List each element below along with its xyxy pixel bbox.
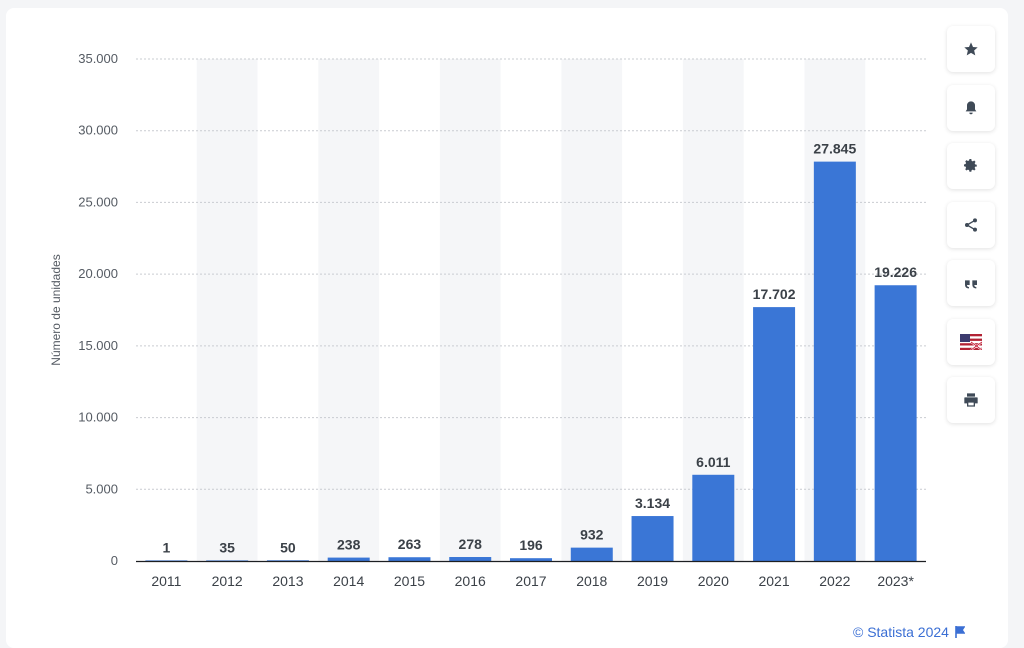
data-label: 3.134 [635, 495, 670, 511]
y-tick-label: 5.000 [85, 481, 118, 496]
bar [206, 560, 249, 561]
data-label: 6.011 [696, 454, 730, 470]
bar [510, 558, 552, 561]
y-tick-label: 25.000 [78, 194, 118, 209]
x-tick-label: 2014 [333, 573, 364, 589]
bar [874, 285, 917, 561]
data-label: 278 [459, 536, 483, 552]
bar [753, 307, 796, 561]
data-label: 19.226 [874, 264, 917, 280]
star-icon [964, 42, 978, 56]
quote-icon [965, 280, 977, 289]
x-tick-label: 2012 [212, 573, 243, 589]
bar [449, 557, 492, 561]
x-tick-label: 2013 [272, 573, 303, 589]
language-button[interactable] [947, 318, 995, 365]
chart-card: 0 5.000 10.000 15.000 20.000 25.000 30.000 35.0… [6, 8, 1008, 648]
data-label: 238 [337, 537, 361, 553]
x-tick-label: 2020 [698, 573, 729, 589]
x-tick-label: 2017 [515, 573, 546, 589]
settings-button[interactable] [947, 143, 995, 189]
bar [327, 557, 370, 561]
y-axis-title: Número de unidades [49, 254, 63, 365]
chart-toolbar [947, 26, 997, 436]
x-tick-label: 2016 [455, 573, 486, 589]
data-label: 196 [519, 537, 543, 553]
data-label: 932 [580, 527, 604, 543]
bar [813, 161, 856, 561]
gear-icon [963, 158, 977, 172]
bar-chart: 0 5.000 10.000 15.000 20.000 25.000 30.000 35.0… [49, 51, 926, 589]
x-tick-label: 2021 [758, 573, 789, 589]
x-tick-label: 2019 [637, 573, 668, 589]
bar [388, 557, 431, 561]
column-band [561, 59, 623, 561]
notification-button[interactable] [947, 84, 995, 131]
data-label: 263 [398, 536, 422, 552]
print-button[interactable] [947, 377, 995, 423]
print-icon [964, 393, 978, 407]
y-tick-label: 15.000 [78, 338, 118, 353]
bell-icon [965, 100, 977, 114]
x-tick-label: 2015 [394, 573, 425, 589]
statista-credit-link[interactable]: © Statista 2024 [853, 624, 965, 640]
bar [692, 474, 735, 561]
column-band [196, 59, 258, 561]
y-tick-label: 20.000 [78, 266, 118, 281]
bar [266, 560, 309, 561]
flag-icon [960, 333, 982, 350]
bar [631, 516, 674, 561]
data-label: 1 [162, 539, 170, 555]
y-tick-label: 10.000 [78, 410, 118, 425]
cite-button[interactable] [947, 260, 995, 306]
data-label: 35 [219, 539, 235, 555]
bar [570, 547, 613, 561]
column-band [439, 59, 501, 561]
data-label: 17.702 [753, 286, 796, 302]
credit-text: © Statista 2024 [853, 624, 949, 640]
favorite-button[interactable] [947, 26, 995, 72]
y-tick-label: 0 [111, 553, 118, 568]
x-tick-label: 2023* [877, 573, 914, 589]
data-label: 50 [280, 539, 296, 555]
x-tick-label: 2018 [576, 573, 607, 589]
bar [145, 560, 188, 561]
flag-small-icon [955, 626, 965, 638]
y-tick-label: 30.000 [78, 123, 118, 138]
x-tick-label: 2022 [819, 573, 850, 589]
x-tick-label: 2011 [151, 573, 181, 589]
share-icon [965, 217, 977, 232]
share-button[interactable] [947, 201, 995, 248]
data-label: 27.845 [813, 141, 856, 157]
y-tick-label: 35.000 [78, 51, 118, 66]
column-band [318, 59, 380, 561]
